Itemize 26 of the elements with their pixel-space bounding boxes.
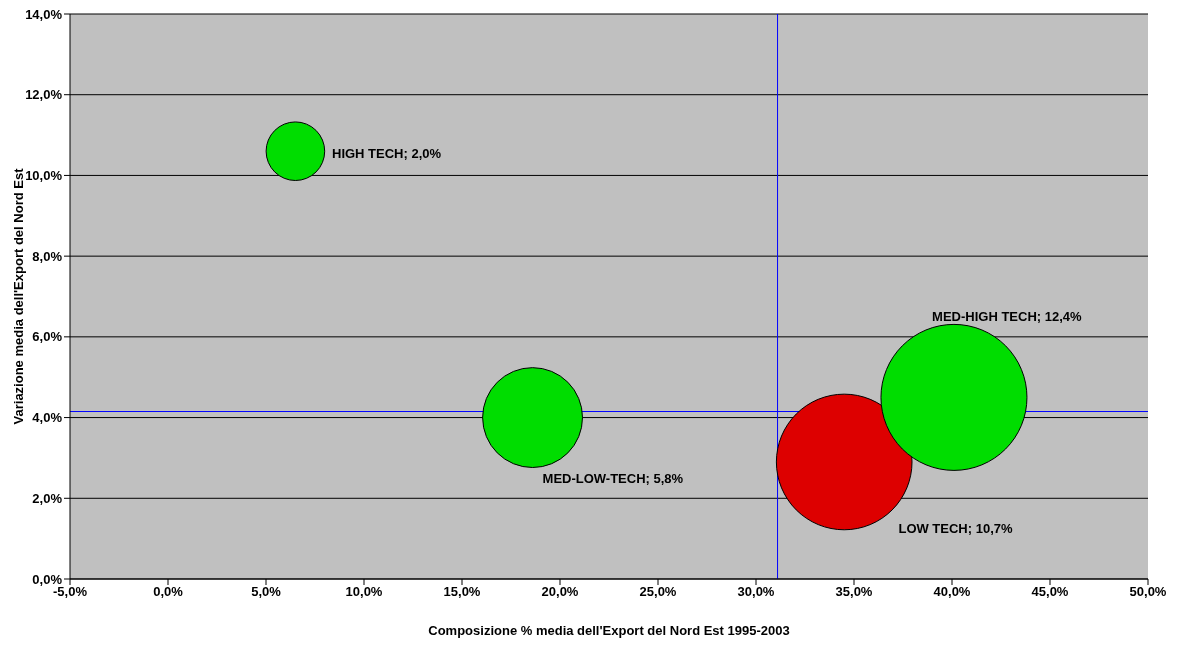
y-tick-label: 10,0% (25, 168, 63, 184)
annotation: HIGH TECH; 2,0% (332, 145, 442, 161)
x-tick-label: 30,0% (737, 584, 775, 600)
y-tick-label: 14,0% (25, 6, 63, 22)
y-tick-label: 12,0% (25, 87, 63, 103)
annotation: MED-HIGH TECH; 12,4% (932, 308, 1083, 324)
x-tick-label: 15,0% (443, 584, 481, 600)
x-tick-label: 5,0% (251, 584, 282, 600)
x-tick-label: 25,0% (639, 584, 677, 600)
x-tick-label: 45,0% (1031, 584, 1069, 600)
annotation: MED-LOW-TECH; 5,8% (542, 471, 684, 487)
x-tick-label: 35,0% (835, 584, 873, 600)
x-tick-label: 50,0% (1129, 584, 1167, 600)
x-tick-label: 40,0% (933, 584, 971, 600)
y-tick-label: 6,0% (32, 329, 63, 345)
y-tick-label: 8,0% (32, 248, 63, 264)
y-tick-label: 2,0% (32, 490, 63, 506)
annotation: LOW TECH; 10,7% (898, 521, 1014, 537)
y-tick-label: 4,0% (32, 410, 63, 426)
x-axis-title: Composizione % media dell'Export del Nord Est 1995-2003 (428, 623, 790, 638)
y-tick-label: 0,0% (32, 571, 63, 587)
x-tick-label: -5,0% (53, 584, 88, 600)
y-axis-title: Variazione media dell'Export del Nord Est (10, 167, 26, 425)
x-tick-label: 0,0% (153, 584, 184, 600)
x-tick-label: 20,0% (541, 584, 579, 600)
x-tick-label: 10,0% (345, 584, 383, 600)
